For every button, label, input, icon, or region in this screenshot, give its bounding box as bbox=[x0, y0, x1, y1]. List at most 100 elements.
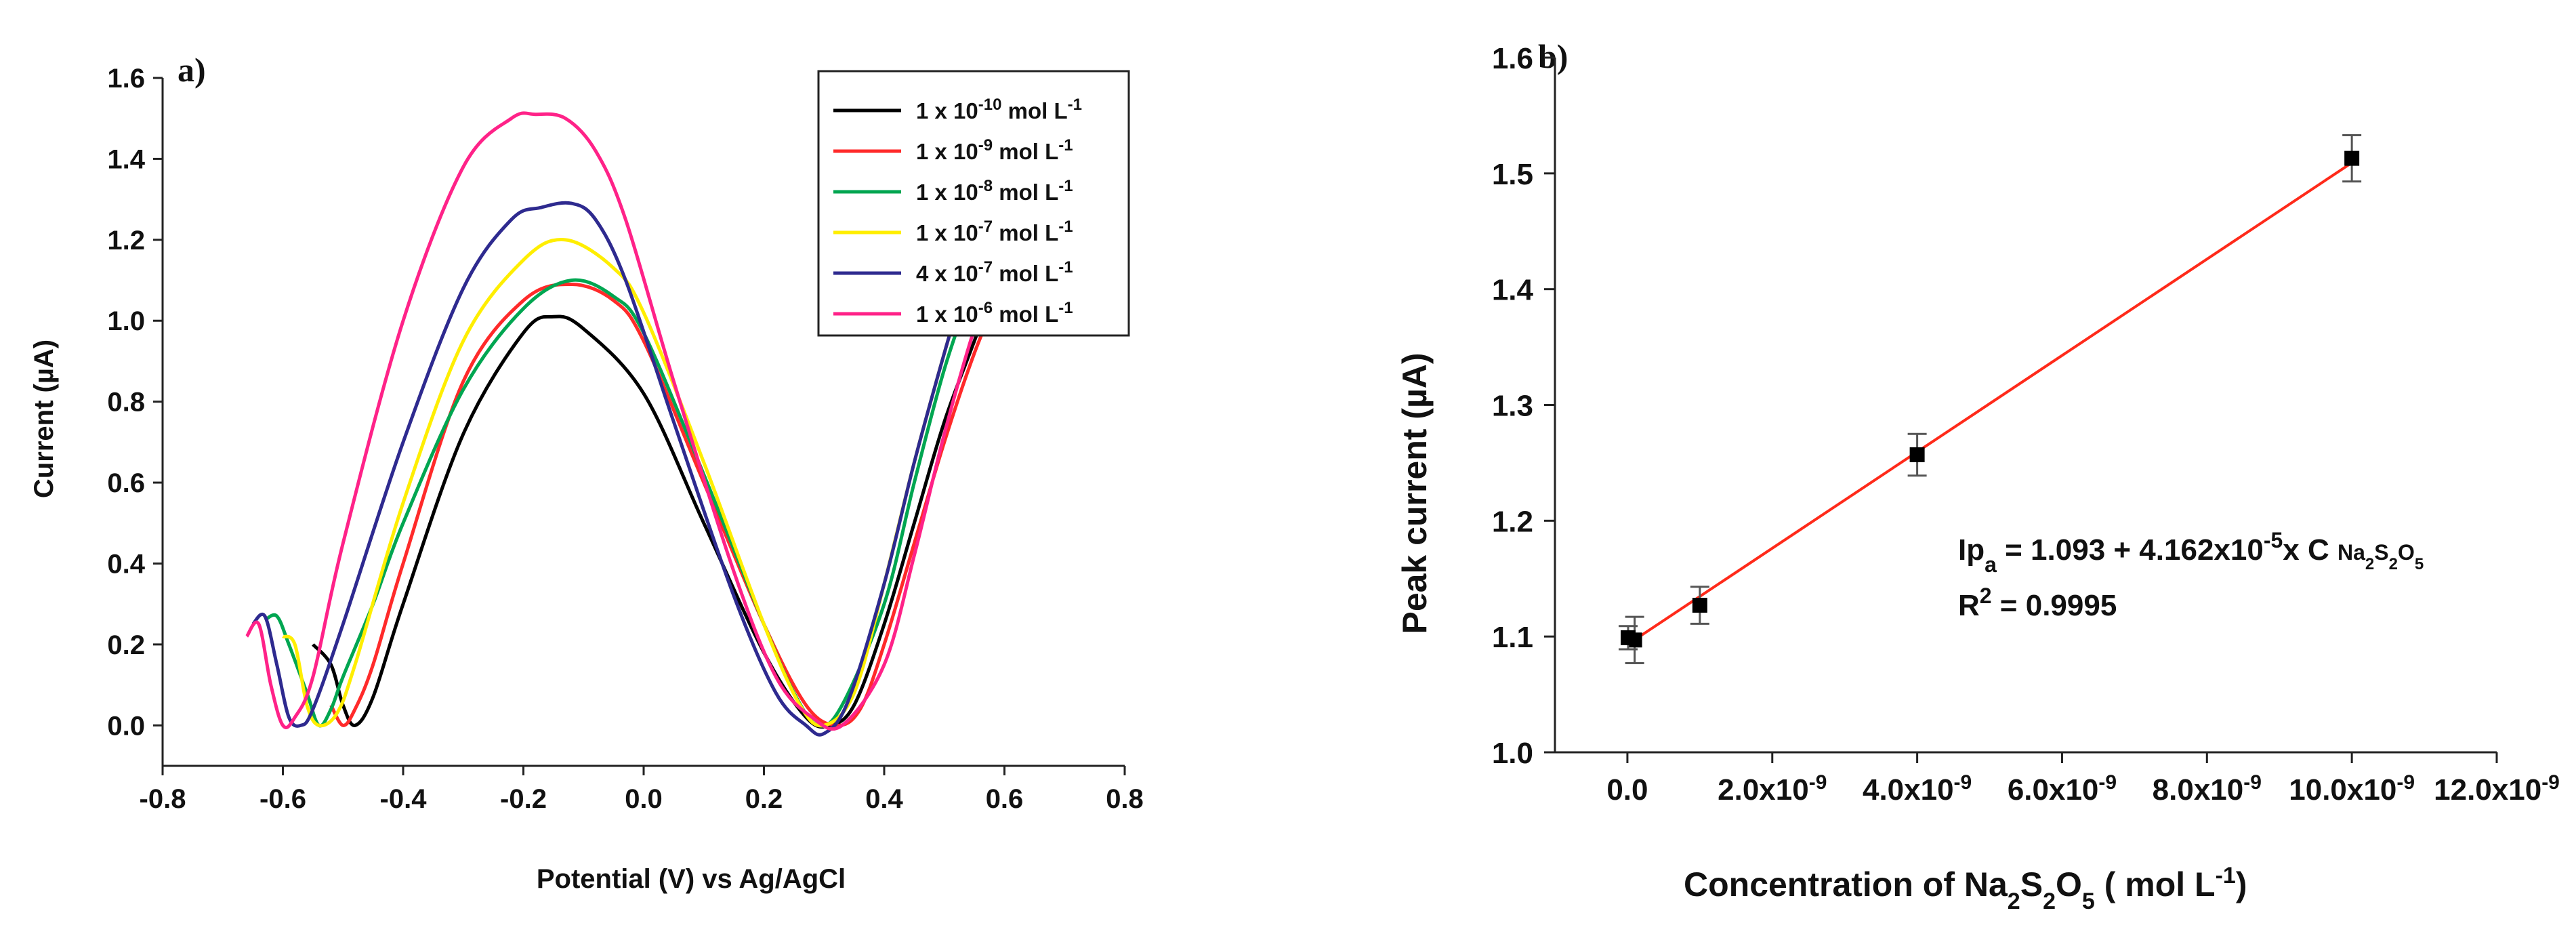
panel-b-y-tick-label: 1.3 bbox=[1492, 390, 1533, 423]
legend-leg-pre: 1 x 10 bbox=[916, 220, 978, 245]
legend-leg-uexp: -1 bbox=[1058, 177, 1073, 195]
panel-b-x-tick-label: 4.0x10-9 bbox=[1863, 771, 1972, 807]
panel-a-x-tick-label: 0.8 bbox=[1106, 784, 1144, 814]
panel-a-x-tick-label: -0.8 bbox=[140, 784, 186, 814]
xlabel-unit: ( mol L bbox=[2095, 865, 2216, 903]
data-point-1 bbox=[1692, 598, 1707, 613]
panel-b-y-axis-label: Peak current (µA) bbox=[1396, 352, 1434, 634]
panel-b-y-tick-label: 1.1 bbox=[1492, 621, 1533, 654]
x-tick-base: 6.0x10 bbox=[2008, 773, 2099, 807]
panel-b-axes: 1.01.11.21.31.41.51.60.0 2.0x10-9 4.0x10-9… bbox=[1492, 42, 2560, 807]
series-line-5 bbox=[245, 111, 1006, 731]
panel-b-y-tick-label: 1.5 bbox=[1492, 158, 1533, 191]
legend-label-1: 1 x 10-9 mol L-1 bbox=[916, 136, 1073, 165]
xlabel-sup: -1 bbox=[2216, 863, 2236, 889]
x-tick-exp: -9 bbox=[2098, 771, 2117, 794]
xlabel-s: S bbox=[2020, 865, 2043, 903]
xlabel-main: Concentration of Na bbox=[1684, 865, 2008, 903]
legend-leg-pre: 1 x 10 bbox=[916, 302, 978, 327]
legend-label-2: 1 x 10-8 mol L-1 bbox=[916, 177, 1073, 205]
x-tick-exp: -9 bbox=[1809, 771, 1827, 794]
xlabel-end: ) bbox=[2236, 865, 2247, 903]
eq-o-sub: 5 bbox=[2415, 555, 2424, 573]
r2-r: R bbox=[1958, 589, 1980, 622]
panel-b-x-tick-label: 8.0x10-9 bbox=[2153, 771, 2262, 807]
panel-a-y-tick-label: 0.0 bbox=[107, 711, 145, 741]
legend-leg-exp: -10 bbox=[978, 96, 1002, 114]
panel-a-x-tick-label: 0.6 bbox=[986, 784, 1024, 814]
series-line-2 bbox=[264, 278, 976, 728]
panel-a-y-tick-label: 0.8 bbox=[107, 388, 145, 417]
x-tick-exp: -9 bbox=[2243, 771, 2262, 794]
panel-a-x-tick-label: -0.2 bbox=[500, 784, 547, 814]
panel-b-x-tick-label: 2.0x10-9 bbox=[1718, 771, 1827, 807]
panel-b-marks bbox=[1618, 134, 2362, 664]
legend-leg-unit: mol L bbox=[999, 220, 1058, 245]
legend-label-5: 1 x 10-6 mol L-1 bbox=[916, 299, 1073, 327]
panel-a-x-tick-label: 0.0 bbox=[625, 784, 663, 814]
panel-b-y-tick-label: 1.0 bbox=[1492, 737, 1533, 770]
legend-leg-uexp: -1 bbox=[1058, 299, 1073, 317]
x-tick-exp: -9 bbox=[1954, 771, 1972, 794]
legend-leg-pre: 1 x 10 bbox=[916, 98, 978, 123]
panel-a-y-tick-label: 1.2 bbox=[107, 226, 145, 256]
legend-leg-exp: -7 bbox=[978, 218, 993, 236]
x-tick-base: 10.0x10 bbox=[2289, 773, 2396, 807]
legend-space bbox=[993, 302, 999, 327]
panel-b-y-tick-label: 1.2 bbox=[1492, 505, 1533, 538]
legend-leg-pre: 4 x 10 bbox=[916, 261, 978, 286]
panel-b-x-tick-label: 0.0 bbox=[1606, 773, 1648, 807]
legend-leg-unit: mol L bbox=[999, 180, 1058, 205]
eq-s: S bbox=[2374, 540, 2388, 565]
panel-b-y-tick-label: 1.4 bbox=[1492, 274, 1534, 307]
x-tick-base: 12.0x10 bbox=[2434, 773, 2541, 807]
eq-exp: -5 bbox=[2264, 528, 2283, 552]
x-tick-base: 0.0 bbox=[1606, 773, 1648, 807]
legend-leg-exp: -7 bbox=[978, 258, 993, 277]
legend-leg-uexp: -1 bbox=[1068, 96, 1082, 114]
panel-a-legend: 1 x 10-10 mol L-11 x 10-9 mol L-11 x 10-… bbox=[817, 70, 1130, 337]
data-point-4 bbox=[1620, 630, 1636, 645]
legend-label-4: 4 x 10-7 mol L-1 bbox=[916, 258, 1073, 287]
panel-b: b) 1.01.11.21.31.41.51.60.0 2.0x10-9 4.0x1… bbox=[1396, 37, 2560, 914]
eq-ip: Ip bbox=[1958, 533, 1985, 567]
legend-leg-exp: -9 bbox=[978, 136, 993, 155]
xlabel-sub-1: 2 bbox=[2008, 889, 2020, 914]
fit-equation: Ipa = 1.093 + 4.162x10-5x C Na2S2O5 bbox=[1958, 528, 2424, 577]
xlabel-sub-2: 2 bbox=[2043, 889, 2056, 914]
panel-a-axes: -0.8 -0.6 -0.4 -0.2 0.0 0.2 0.4 0.6 0.8 0.0 0.2 0.4… bbox=[107, 64, 1143, 814]
panel-b-x-tick-label: 10.0x10-9 bbox=[2289, 771, 2415, 807]
legend-space bbox=[993, 139, 999, 164]
eq-s-sub: 2 bbox=[2389, 555, 2398, 573]
series-line-4 bbox=[251, 201, 970, 737]
legend-leg-pre: 1 x 10 bbox=[916, 139, 978, 164]
xlabel-o: O bbox=[2056, 865, 2082, 903]
series-line-1 bbox=[329, 279, 1006, 727]
legend-space bbox=[993, 220, 999, 245]
panel-a-y-axis-label: Current (µA) bbox=[29, 340, 59, 498]
legend-leg-exp: -8 bbox=[978, 177, 993, 195]
eq-na-sub: 2 bbox=[2365, 555, 2374, 573]
eq-na: Na bbox=[2338, 540, 2365, 565]
x-tick-base: 2.0x10 bbox=[1718, 773, 1809, 807]
panel-b-label: b) bbox=[1538, 37, 1568, 75]
legend-space bbox=[1001, 98, 1007, 123]
legend-leg-unit: mol L bbox=[999, 261, 1058, 286]
legend-leg-unit: mol L bbox=[1008, 98, 1068, 123]
panel-a-x-tick-label: -0.4 bbox=[380, 784, 428, 814]
eq-ip-sub: a bbox=[1985, 552, 1997, 577]
series-line-0 bbox=[312, 259, 1006, 729]
panel-b-x-tick-label: 6.0x10-9 bbox=[2008, 771, 2117, 807]
r2-sup: 2 bbox=[1980, 584, 1992, 608]
panel-a-x-tick-label: -0.6 bbox=[259, 784, 306, 814]
r2-value: = 0.9995 bbox=[1992, 589, 2117, 622]
panel-a-label: a) bbox=[178, 51, 206, 89]
x-tick-base: 8.0x10 bbox=[2153, 773, 2244, 807]
panel-a-y-tick-label: 0.4 bbox=[107, 549, 145, 579]
eq-body: = 1.093 + 4.162x10 bbox=[1997, 533, 2264, 567]
data-point-3 bbox=[2344, 150, 2360, 166]
legend-leg-uexp: -1 bbox=[1058, 218, 1073, 236]
legend-space bbox=[993, 180, 999, 205]
data-point-2 bbox=[1909, 447, 1925, 462]
